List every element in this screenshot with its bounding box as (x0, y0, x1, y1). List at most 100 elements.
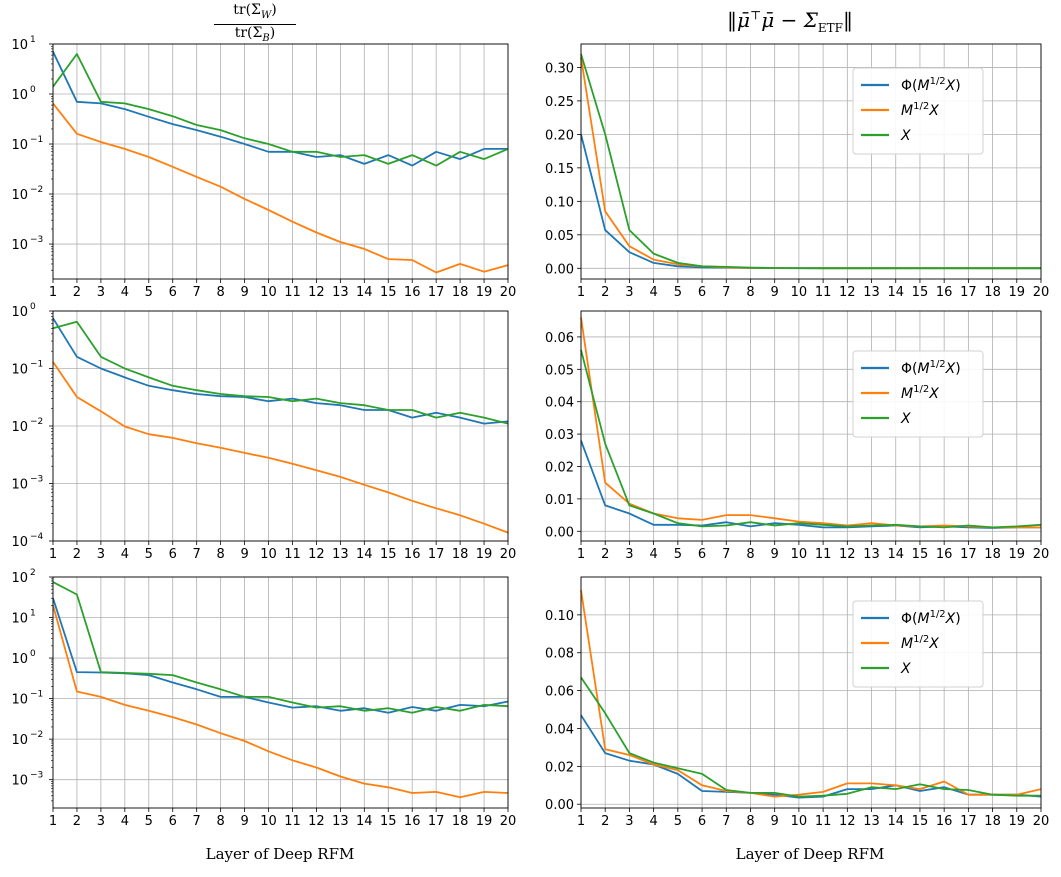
x-tick-label: 1 (577, 285, 585, 300)
x-tick-label: 19 (1009, 285, 1026, 300)
y-tick-label: 0.04 (545, 396, 574, 411)
x-tick-label: 8 (746, 814, 754, 829)
y-tick-exponent: −1 (30, 690, 43, 700)
series-line-phi (52, 317, 509, 425)
x-tick-label: 6 (169, 547, 177, 562)
x-tick-label: 17 (960, 547, 977, 562)
x-tick-label: 1 (49, 814, 57, 829)
x-tick-label: 14 (887, 547, 904, 562)
series-line-x (52, 53, 509, 167)
x-tick-label: 13 (332, 285, 349, 300)
series-line-m (52, 605, 509, 799)
x-tick-label: 20 (1033, 547, 1050, 562)
y-tick-label: 10 (11, 733, 28, 748)
x-tick-label: 20 (500, 814, 517, 829)
y-tick-exponent: 0 (30, 302, 36, 312)
x-tick-label: 19 (476, 547, 493, 562)
x-tick-label: 15 (380, 814, 397, 829)
y-tick-exponent: −2 (30, 417, 43, 427)
x-tick-label: 4 (649, 285, 657, 300)
title-numerator: tr(Σ (233, 2, 261, 18)
x-tick-label: 4 (121, 547, 129, 562)
title-numerator-sub: W (260, 9, 272, 21)
x-tick-label: 1 (49, 547, 57, 562)
y-tick-exponent: −3 (30, 771, 43, 781)
y-tick-exponent: 1 (30, 609, 36, 619)
x-tick-label: 13 (863, 814, 880, 829)
x-tick-label: 17 (960, 814, 977, 829)
x-tick-label: 2 (601, 285, 609, 300)
legend-label: X (900, 661, 911, 677)
x-tick-label: 6 (698, 285, 706, 300)
x-tick-label: 8 (216, 285, 224, 300)
x-tick-label: 2 (73, 814, 81, 829)
x-axis-label-left: Layer of Deep RFM (205, 845, 355, 863)
legend-label: M1/2X (901, 101, 939, 119)
x-tick-label: 2 (601, 814, 609, 829)
x-tick-label: 3 (625, 285, 633, 300)
x-tick-label: 5 (145, 547, 153, 562)
y-tick-label: 0.03 (545, 428, 574, 443)
y-tick-label: 0.05 (545, 363, 574, 378)
chart-row3-right: 1 2 3 4 5 6 7 8 9 10 11 12 13 14 15 16 17 18 19 200.000.020… (545, 576, 1049, 829)
series-line-x (580, 676, 1041, 798)
y-tick-label: 10 (11, 652, 28, 667)
x-tick-label: 16 (404, 285, 421, 300)
y-tick-exponent: −3 (30, 475, 43, 485)
y-tick-label: 10 (11, 478, 28, 493)
plot-frame (52, 576, 509, 809)
x-tick-label: 18 (452, 285, 469, 300)
x-tick-label: 3 (97, 547, 105, 562)
x-tick-label: 7 (193, 285, 201, 300)
x-tick-label: 10 (791, 547, 808, 562)
x-tick-label: 4 (121, 285, 129, 300)
x-tick-label: 12 (839, 285, 856, 300)
y-tick-label: 0.30 (545, 61, 574, 76)
legend-label: Φ(M1/2X) (901, 76, 961, 94)
y-tick-label: 10 (11, 88, 28, 103)
x-tick-label: 3 (97, 285, 105, 300)
y-tick-label: 0.00 (545, 262, 574, 277)
x-tick-label: 13 (863, 285, 880, 300)
x-tick-label: 9 (771, 814, 779, 829)
x-tick-label: 5 (145, 814, 153, 829)
x-tick-label: 14 (887, 285, 904, 300)
x-tick-label: 1 (49, 285, 57, 300)
x-tick-label: 7 (722, 547, 730, 562)
x-tick-label: 11 (284, 285, 301, 300)
x-tick-label: 17 (428, 814, 445, 829)
plot-frame (52, 310, 509, 542)
x-tick-label: 16 (936, 814, 953, 829)
x-tick-label: 20 (1033, 285, 1050, 300)
legend: Φ(M1/2X) M1/2X X (852, 350, 984, 438)
x-tick-label: 6 (169, 285, 177, 300)
y-tick-exponent: 2 (30, 568, 36, 578)
y-tick-exponent: −1 (30, 135, 43, 145)
series-line-phi (52, 597, 509, 714)
x-tick-label: 2 (601, 547, 609, 562)
x-tick-label: 19 (1009, 814, 1026, 829)
legend-label: M1/2X (901, 634, 939, 652)
legend-label: Φ(M1/2X) (901, 359, 961, 377)
x-tick-label: 15 (912, 285, 929, 300)
title-right-sub: ETF (817, 21, 843, 35)
x-tick-label: 11 (284, 547, 301, 562)
y-tick-label: 10 (11, 238, 28, 253)
plot-frame (52, 43, 509, 280)
x-tick-label: 11 (815, 285, 832, 300)
y-tick-label: 0.00 (545, 525, 574, 540)
legend: Φ(M1/2X) M1/2X X (852, 600, 984, 688)
series-line-x (580, 53, 1041, 270)
x-tick-label: 11 (815, 814, 832, 829)
legend-label: Φ(M1/2X) (901, 609, 961, 627)
y-tick-label: 10 (11, 535, 28, 550)
y-tick-label: 0.00 (545, 798, 574, 813)
legend-box (852, 350, 984, 438)
x-tick-label: 14 (356, 285, 373, 300)
title-right-sup: ⊤ (749, 8, 762, 23)
